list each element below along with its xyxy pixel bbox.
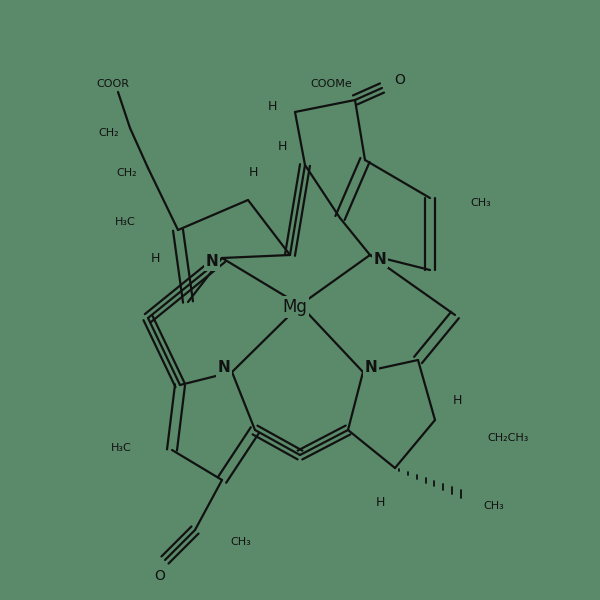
Text: H: H	[452, 394, 461, 407]
Text: N: N	[206, 254, 218, 269]
Text: H: H	[268, 100, 277, 113]
Text: H: H	[376, 497, 385, 509]
Text: H₃C: H₃C	[115, 217, 136, 227]
Text: CH₂: CH₂	[116, 168, 137, 178]
Text: CH₃: CH₃	[483, 501, 504, 511]
Text: CH₂: CH₂	[98, 128, 119, 138]
Text: N: N	[218, 361, 230, 376]
Text: N: N	[365, 361, 377, 376]
Text: N: N	[374, 251, 386, 266]
Text: COOR: COOR	[96, 79, 129, 89]
Text: H: H	[278, 140, 287, 154]
Text: CH₃: CH₃	[470, 198, 491, 208]
Text: COOMe: COOMe	[310, 79, 352, 89]
Text: H: H	[248, 166, 257, 179]
Text: O: O	[394, 73, 405, 87]
Text: H: H	[151, 251, 160, 265]
Text: CH₃: CH₃	[230, 537, 251, 547]
Text: O: O	[155, 569, 166, 583]
Text: H₃C: H₃C	[111, 443, 132, 453]
Text: CH₂CH₃: CH₂CH₃	[487, 433, 529, 443]
Text: Mg: Mg	[283, 298, 307, 316]
